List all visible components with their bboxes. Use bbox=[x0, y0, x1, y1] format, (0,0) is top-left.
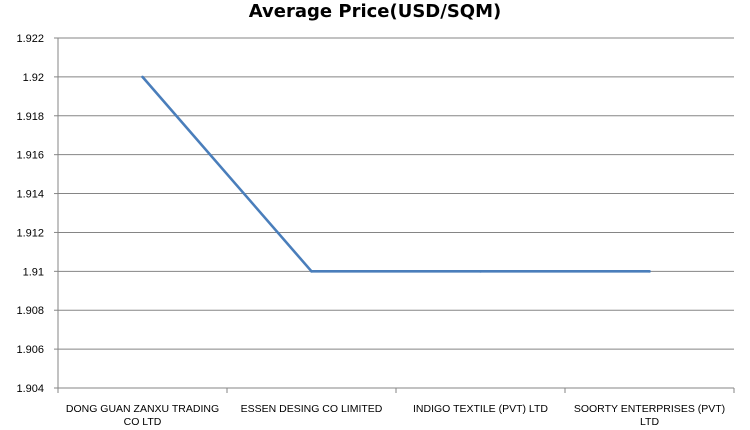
x-tick-label-line: CO LTD bbox=[124, 416, 162, 428]
y-tick-label: 1.92 bbox=[23, 72, 44, 84]
y-tick-label: 1.91 bbox=[23, 266, 44, 278]
y-tick-label: 1.918 bbox=[16, 111, 44, 123]
x-tick-label-line: ESSEN DESING CO LIMITED bbox=[241, 403, 383, 415]
series-line bbox=[141, 76, 650, 273]
series-layer bbox=[141, 75, 651, 273]
y-tick-label: 1.906 bbox=[16, 344, 44, 356]
x-tick-label-line: SOORTY ENTERPRISES (PVT) bbox=[574, 403, 725, 415]
x-tick-label: DONG GUAN ZANXU TRADING CO LTD bbox=[66, 403, 219, 428]
data-point bbox=[310, 270, 313, 273]
y-tick-label: 1.904 bbox=[16, 383, 44, 395]
y-tick-label: 1.914 bbox=[16, 189, 44, 201]
chart-title: Average Price(USD/SQM) bbox=[249, 1, 501, 22]
x-tick-label-line: LTD bbox=[640, 416, 659, 428]
y-tick-label: 1.922 bbox=[16, 33, 44, 45]
x-tick-label-line: INDIGO TEXTILE (PVT) LTD bbox=[413, 403, 548, 415]
x-tick-label: SOORTY ENTERPRISES (PVT) LTD bbox=[574, 403, 725, 428]
gridlines bbox=[58, 37, 734, 350]
data-point bbox=[479, 270, 482, 273]
y-tick-label: 1.912 bbox=[16, 227, 44, 239]
x-axis-tick-labels: DONG GUAN ZANXU TRADING CO LTD ESSEN DESIN… bbox=[66, 403, 725, 428]
x-tick-label: INDIGO TEXTILE (PVT) LTD bbox=[413, 403, 548, 415]
x-tick-label: ESSEN DESING CO LIMITED bbox=[241, 403, 383, 415]
x-tick-label-line: DONG GUAN ZANXU TRADING bbox=[66, 403, 219, 415]
y-tick-label: 1.908 bbox=[16, 305, 44, 317]
y-tick-label: 1.916 bbox=[16, 150, 44, 162]
data-point bbox=[141, 75, 144, 79]
axes bbox=[54, 37, 735, 393]
data-point bbox=[648, 270, 651, 273]
y-axis-tick-labels: 1.904 1.906 1.908 1.91 1.912 1.914 1.916 1.918 1… bbox=[16, 33, 44, 395]
